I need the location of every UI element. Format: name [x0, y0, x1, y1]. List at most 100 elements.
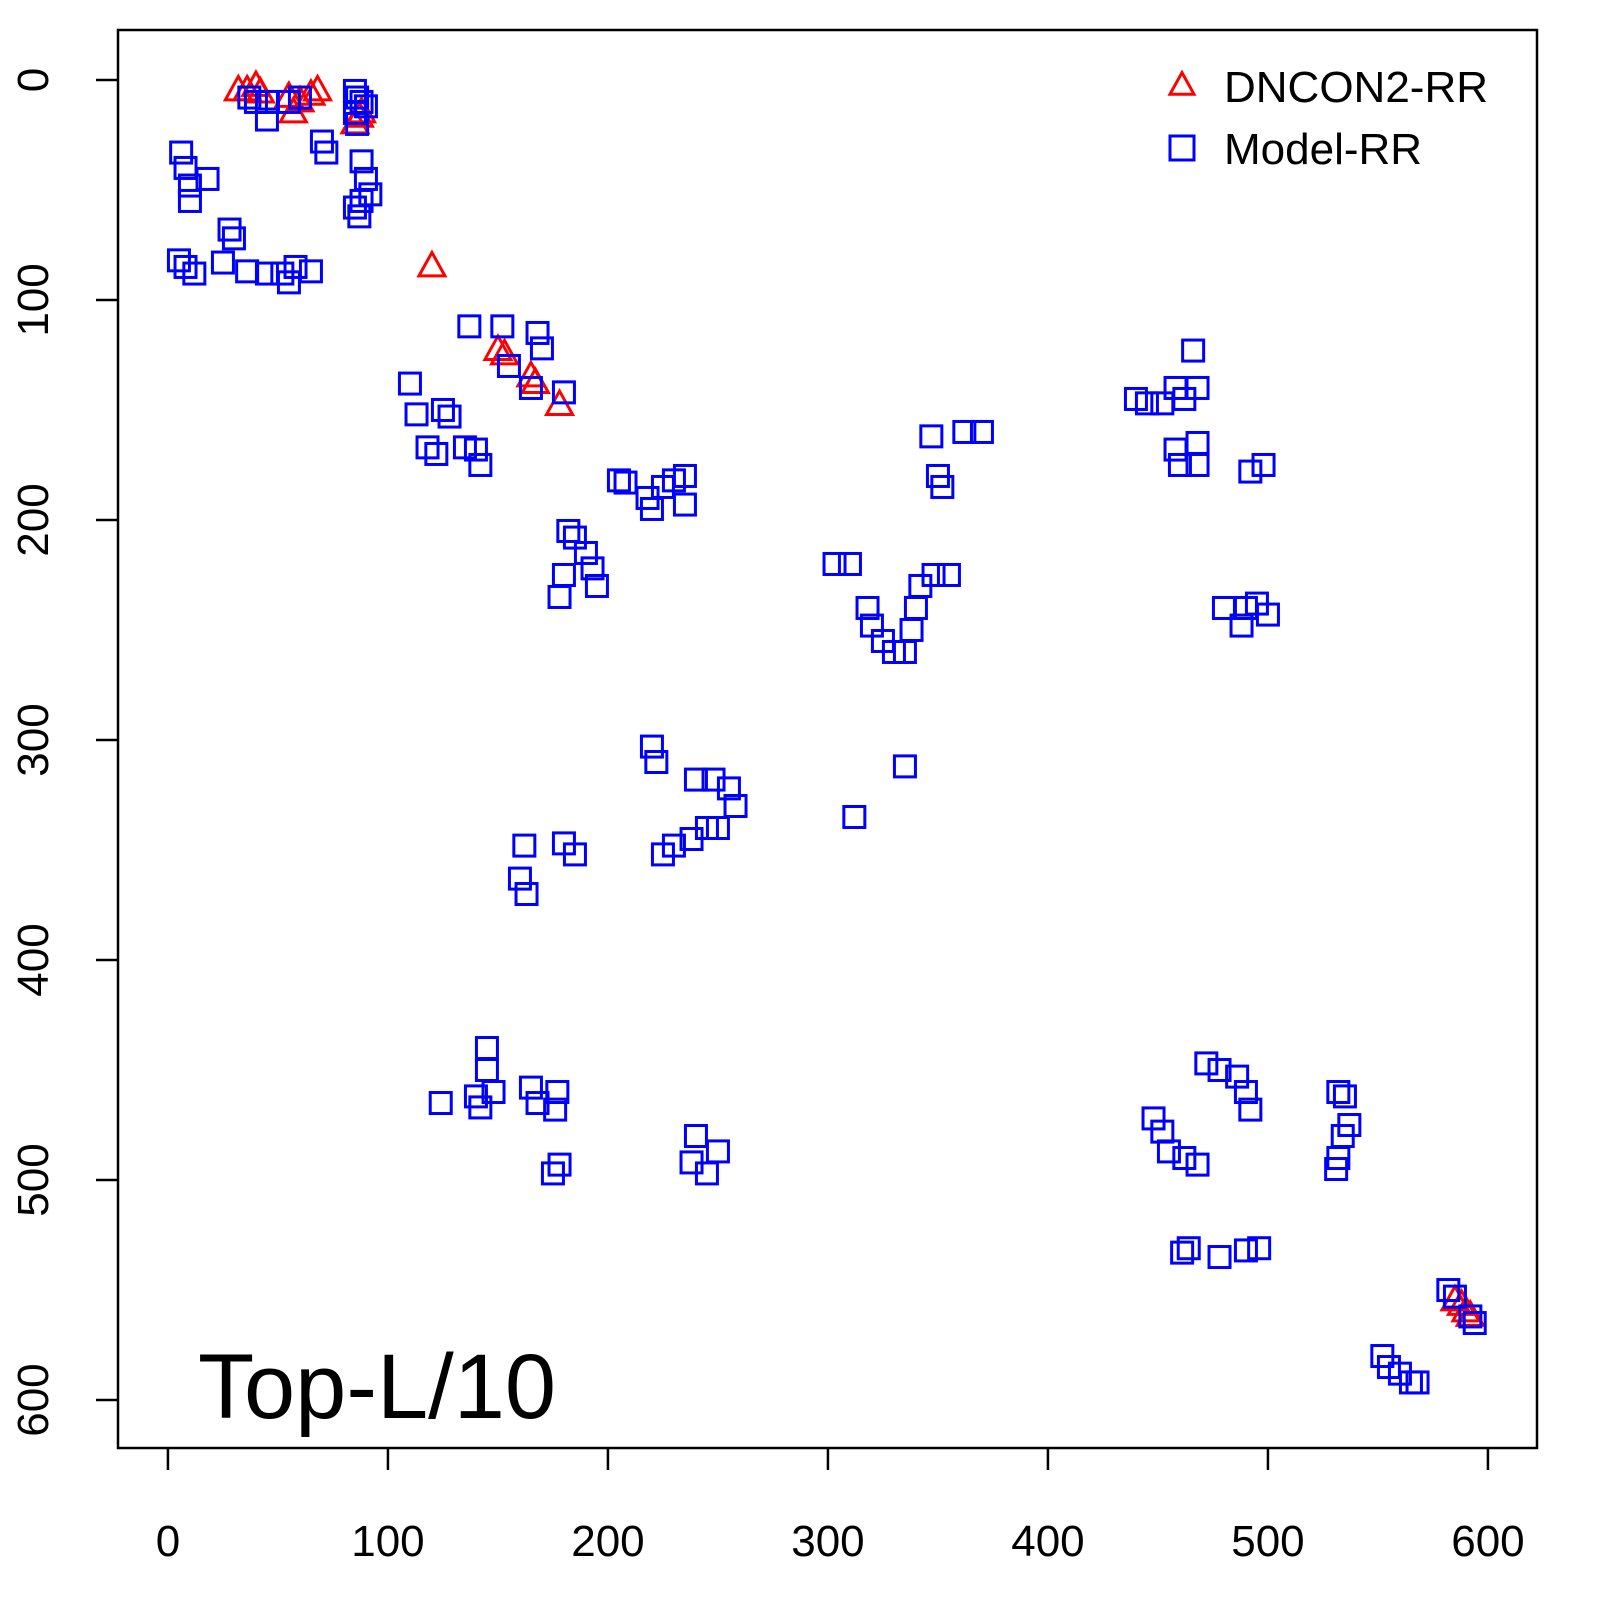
- square-point: [930, 474, 955, 499]
- square-point: [1225, 1064, 1250, 1089]
- square-point: [723, 793, 748, 818]
- square-point: [842, 804, 867, 829]
- square-point: [1324, 1157, 1349, 1182]
- square-point: [345, 85, 370, 110]
- square-point: [892, 754, 917, 779]
- square-point: [1150, 391, 1175, 416]
- square-point: [404, 402, 429, 427]
- square-point: [1251, 452, 1276, 477]
- square-point: [639, 734, 664, 759]
- square-point: [235, 259, 260, 284]
- square-point: [347, 204, 372, 229]
- square-point: [457, 314, 482, 339]
- square-point: [1233, 1080, 1258, 1105]
- square-point: [683, 1124, 708, 1149]
- y-tick-label: 600: [9, 1363, 58, 1436]
- x-tick-label: 600: [1451, 1517, 1524, 1566]
- square-point: [221, 226, 246, 251]
- square-point: [512, 833, 537, 858]
- square-point: [237, 85, 262, 110]
- square-point: [921, 562, 946, 587]
- y-tick-label: 500: [9, 1143, 58, 1216]
- square-point: [437, 404, 462, 429]
- legend-label: Model-RR: [1224, 125, 1422, 174]
- square-point: [1141, 1106, 1166, 1131]
- square-point: [287, 85, 312, 110]
- square-point: [969, 419, 994, 444]
- square-point: [468, 452, 493, 477]
- square-point: [543, 1097, 568, 1122]
- square-point: [545, 1080, 570, 1105]
- square-point: [547, 584, 572, 609]
- x-tick-label: 400: [1011, 1517, 1084, 1566]
- square-point: [1172, 1146, 1197, 1171]
- square-point: [644, 749, 669, 774]
- square-point: [1436, 1278, 1461, 1303]
- square-point: [1229, 613, 1254, 638]
- square-point: [474, 1036, 499, 1061]
- square-point: [514, 882, 539, 907]
- square-point: [1150, 1119, 1175, 1144]
- square-point: [551, 380, 576, 405]
- square-point: [716, 776, 741, 801]
- square-point: [298, 259, 323, 284]
- triangle-point: [416, 249, 448, 278]
- square-point: [584, 573, 609, 598]
- square-point: [1170, 1240, 1195, 1265]
- square-point: [1247, 1236, 1272, 1261]
- square-point: [1326, 1080, 1351, 1105]
- square-point: [276, 270, 301, 295]
- y-tick-label: 0: [9, 68, 58, 92]
- triangle-point: [1439, 1283, 1471, 1312]
- square-point: [428, 1091, 453, 1116]
- square-point: [1462, 1311, 1487, 1336]
- square-point: [822, 551, 847, 576]
- y-tick-label: 100: [9, 263, 58, 336]
- square-point: [195, 166, 220, 191]
- square-point: [1442, 1284, 1467, 1309]
- square-point: [254, 261, 279, 286]
- square-point: [547, 1152, 572, 1177]
- square-point: [919, 424, 944, 449]
- x-tick-label: 100: [351, 1517, 424, 1566]
- square-point: [1207, 1245, 1232, 1270]
- square-point: [1185, 375, 1210, 400]
- square-point: [173, 254, 198, 279]
- square-point: [430, 397, 455, 422]
- square-point: [415, 435, 440, 460]
- square-point: [855, 595, 880, 620]
- square-point: [1185, 430, 1210, 455]
- triangle-point: [488, 337, 521, 366]
- square-point: [580, 556, 605, 581]
- square-point: [1238, 459, 1263, 484]
- x-tick-label: 200: [571, 1517, 644, 1566]
- square-point: [903, 595, 928, 620]
- square-point: [1238, 1097, 1263, 1122]
- square-point: [177, 188, 202, 213]
- annotation: Top-L/10: [198, 1336, 556, 1438]
- y-tick-label: 400: [9, 923, 58, 996]
- square-point: [1405, 1370, 1430, 1395]
- square-point: [1134, 391, 1159, 416]
- square-point: [525, 320, 550, 345]
- square-point: [254, 107, 279, 132]
- y-tick-label: 300: [9, 703, 58, 776]
- square-point: [1185, 1152, 1210, 1177]
- square-point: [518, 375, 543, 400]
- legend-marker: [1168, 134, 1196, 162]
- square-point: [562, 842, 587, 867]
- square-point: [679, 826, 704, 851]
- legend-marker: [1167, 69, 1197, 96]
- square-point: [283, 254, 308, 279]
- legend-label: DNCON2-RR: [1224, 63, 1488, 112]
- x-tick-label: 300: [791, 1517, 864, 1566]
- square-point: [936, 562, 961, 587]
- square-point: [952, 419, 977, 444]
- square-point: [613, 470, 638, 495]
- square-point: [342, 195, 367, 220]
- square-point: [217, 217, 242, 242]
- square-point: [1176, 1236, 1201, 1261]
- square-point: [1233, 1238, 1258, 1263]
- square-point: [573, 540, 598, 565]
